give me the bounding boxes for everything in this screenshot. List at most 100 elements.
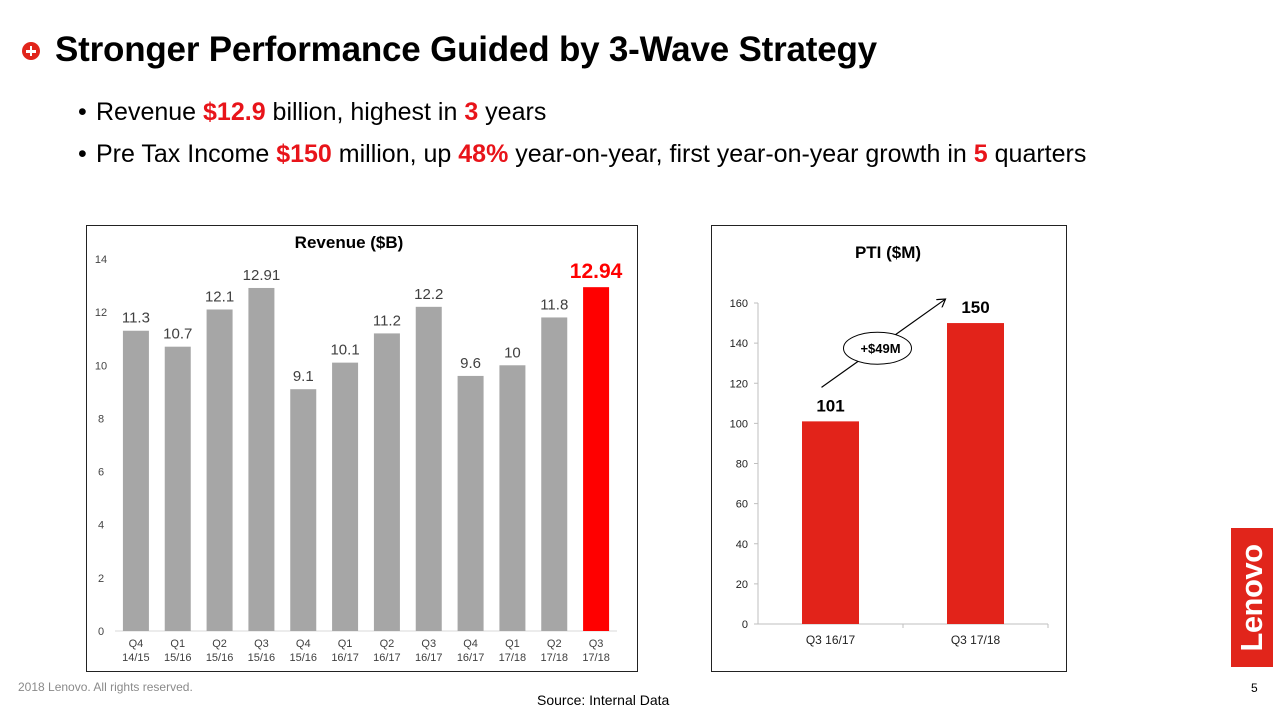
source-note: Source: Internal Data — [537, 692, 670, 708]
revenue-bar — [415, 306, 442, 631]
revenue-bar — [290, 389, 317, 631]
x-tick-label-year: 14/15 — [122, 652, 150, 664]
x-tick-label-year: 17/18 — [499, 652, 527, 664]
revenue-bar — [332, 362, 359, 631]
data-label: 11.3 — [122, 310, 150, 327]
highlighted-figure: 3 — [464, 98, 479, 126]
revenue-bar — [373, 333, 400, 631]
x-tick-label-quarter: Q3 — [254, 638, 269, 650]
revenue-bar — [206, 309, 233, 631]
x-tick-label-year: 15/16 — [248, 652, 276, 664]
pti-bar — [947, 323, 1004, 624]
bullet-list: Revenue $12.9 billion, highest in 3 year… — [78, 95, 1198, 179]
chart-title: Revenue ($B) — [295, 233, 404, 252]
data-label: 10 — [504, 344, 521, 361]
bullet-text: million, up — [331, 140, 459, 168]
title-bullet-icon — [22, 42, 40, 60]
data-label: 12.1 — [205, 288, 234, 305]
data-label: 10.7 — [163, 326, 192, 343]
x-tick-label-year: 16/17 — [373, 652, 401, 664]
y-tick-label: 4 — [98, 520, 104, 532]
y-tick-label: 0 — [742, 619, 748, 631]
bullet-text: Revenue — [96, 98, 204, 126]
x-tick-label-quarter: Q2 — [380, 638, 395, 650]
x-tick-label-quarter: Q4 — [296, 638, 311, 650]
x-tick-label-quarter: Q2 — [547, 638, 562, 650]
y-tick-label: 100 — [730, 418, 748, 430]
data-label: 101 — [816, 396, 844, 415]
x-tick-label: Q3 16/17 — [806, 633, 856, 647]
x-tick-label-year: 15/16 — [289, 652, 317, 664]
y-tick-label: 160 — [730, 298, 748, 310]
highlighted-figure: 5 — [973, 140, 988, 168]
x-tick-label-year: 17/18 — [582, 652, 610, 664]
data-label: 11.8 — [540, 296, 568, 313]
growth-annotation-ellipse — [843, 331, 912, 365]
x-tick-label-quarter: Q1 — [170, 638, 185, 650]
x-tick-label-quarter: Q4 — [129, 638, 144, 650]
bullet-pti: Pre Tax Income $150 million, up 48% year… — [78, 137, 1198, 171]
y-tick-label: 12 — [95, 307, 107, 319]
revenue-bar — [164, 346, 191, 631]
y-tick-label: 2 — [98, 573, 104, 585]
y-tick-label: 6 — [98, 467, 104, 479]
y-tick-label: 140 — [730, 338, 748, 350]
revenue-chart: Revenue ($B) 0 2 4 6 8 10 12 14 11.3 Q4 14/15 10.7 Q1… — [95, 233, 623, 664]
lenovo-logo-text: Lenovo — [1234, 543, 1269, 652]
x-tick-label-quarter: Q2 — [212, 638, 227, 650]
data-label: 12.94 — [570, 260, 623, 283]
growth-annotation-label: +$49M — [860, 341, 900, 356]
bullet-text: billion, highest in — [265, 98, 465, 126]
data-label: 9.6 — [460, 355, 481, 372]
revenue-bar — [457, 375, 484, 631]
bullet-text: year-on-year, first year-on-year growth … — [508, 140, 974, 168]
data-label: 150 — [961, 298, 989, 317]
revenue-bar-highlight — [583, 287, 610, 631]
data-label: 12.91 — [243, 267, 281, 284]
y-tick-label: 0 — [98, 626, 104, 638]
y-tick-label: 40 — [736, 539, 748, 551]
pti-chart: PTI ($M) 0 20 40 60 80 100 120 140 160 101 Q3 16/17… — [730, 243, 1049, 647]
x-tick-label-quarter: Q3 — [589, 638, 604, 650]
slide-title: Stronger Performance Guided by 3-Wave St… — [55, 30, 877, 69]
y-tick-label: 120 — [730, 378, 748, 390]
revenue-bar — [541, 317, 568, 631]
x-tick-label-year: 17/18 — [540, 652, 568, 664]
x-tick-label-quarter: Q3 — [421, 638, 436, 650]
y-tick-label: 60 — [736, 499, 748, 511]
y-tick-label: 14 — [95, 254, 107, 266]
lenovo-logo: Lenovo — [1231, 528, 1273, 667]
chart-title: PTI ($M) — [855, 243, 921, 262]
data-label: 12.2 — [414, 286, 443, 303]
x-tick-label-quarter: Q1 — [505, 638, 520, 650]
x-tick-label-year: 15/16 — [206, 652, 234, 664]
x-tick-label-year: 15/16 — [164, 652, 192, 664]
x-tick-label-year: 16/17 — [415, 652, 443, 664]
revenue-bar — [248, 287, 275, 631]
copyright-footer: 2018 Lenovo. All rights reserved. — [18, 680, 193, 694]
pti-chart-panel: PTI ($M) 0 20 40 60 80 100 120 140 160 101 Q3 16/17… — [711, 225, 1067, 672]
x-tick-label: Q3 17/18 — [951, 633, 1001, 647]
data-label: 10.1 — [330, 342, 359, 359]
bullet-revenue: Revenue $12.9 billion, highest in 3 year… — [78, 95, 1198, 129]
x-tick-label-quarter: Q1 — [338, 638, 353, 650]
data-label: 9.1 — [293, 368, 314, 385]
page-number: 5 — [1251, 681, 1258, 695]
y-tick-label: 20 — [736, 579, 748, 591]
x-tick-label-year: 16/17 — [457, 652, 485, 664]
y-tick-label: 80 — [736, 459, 748, 471]
x-tick-label-quarter: Q4 — [463, 638, 478, 650]
revenue-chart-panel: Revenue ($B) 0 2 4 6 8 10 12 14 11.3 Q4 14/15 10.7 Q1… — [86, 225, 638, 672]
highlighted-figure: $12.9 — [203, 98, 266, 126]
data-label: 11.2 — [373, 312, 401, 329]
y-tick-label: 8 — [98, 413, 104, 425]
highlighted-figure: 48% — [458, 140, 509, 168]
highlighted-figure: $150 — [276, 140, 332, 168]
bullet-text: years — [478, 98, 547, 126]
bullet-text: quarters — [987, 140, 1087, 168]
pti-bar — [802, 421, 859, 624]
revenue-bar — [499, 365, 526, 631]
x-tick-label-year: 16/17 — [331, 652, 359, 664]
revenue-bar — [122, 330, 149, 631]
y-tick-label: 10 — [95, 360, 107, 372]
